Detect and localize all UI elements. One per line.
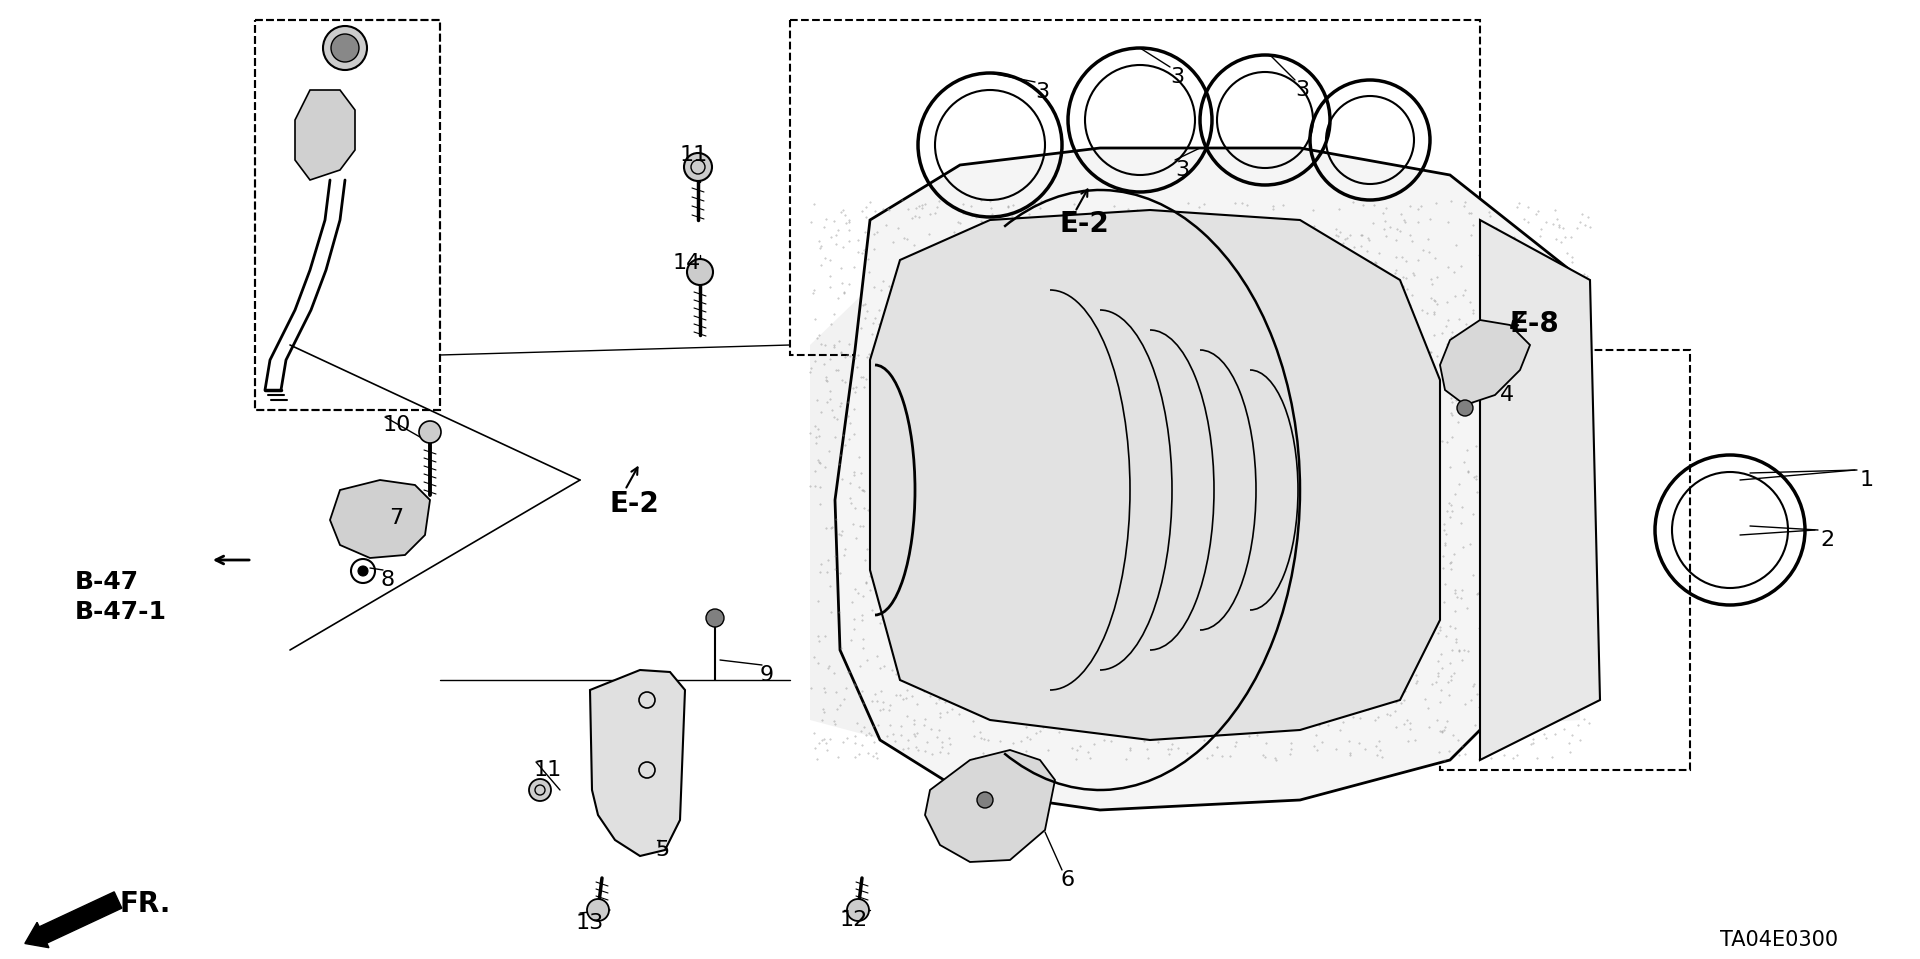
Text: 8: 8	[380, 570, 394, 590]
Ellipse shape	[1507, 388, 1563, 472]
Text: 9: 9	[760, 665, 774, 685]
Text: FR.: FR.	[119, 890, 171, 918]
FancyArrow shape	[25, 892, 121, 947]
Text: 3: 3	[1035, 82, 1048, 102]
Text: B-47-1: B-47-1	[75, 600, 167, 624]
Text: 7: 7	[390, 508, 403, 528]
Text: 1: 1	[1860, 470, 1874, 490]
Text: B-47: B-47	[75, 570, 138, 594]
Text: E-8: E-8	[1509, 310, 1559, 338]
Text: 2: 2	[1820, 530, 1834, 550]
Circle shape	[357, 566, 369, 576]
Text: 6: 6	[1060, 870, 1073, 890]
Ellipse shape	[1507, 268, 1563, 352]
Text: 3: 3	[1175, 160, 1188, 180]
Circle shape	[419, 421, 442, 443]
Polygon shape	[810, 200, 1580, 760]
Text: 11: 11	[534, 760, 563, 780]
Polygon shape	[1440, 320, 1530, 405]
Bar	[255, 20, 440, 410]
Circle shape	[687, 259, 712, 285]
Polygon shape	[330, 480, 430, 558]
Text: E-2: E-2	[1060, 210, 1110, 238]
Text: 14: 14	[674, 253, 701, 273]
Polygon shape	[870, 210, 1440, 740]
Polygon shape	[296, 90, 355, 180]
Text: 13: 13	[576, 913, 605, 933]
Circle shape	[323, 26, 367, 70]
Ellipse shape	[1507, 508, 1563, 592]
Text: 10: 10	[382, 415, 411, 435]
Polygon shape	[835, 148, 1580, 810]
Circle shape	[1457, 400, 1473, 416]
Text: 11: 11	[680, 145, 708, 165]
Circle shape	[977, 792, 993, 808]
Circle shape	[330, 34, 359, 62]
Bar	[255, 20, 440, 410]
Bar	[1440, 350, 1690, 770]
Text: 12: 12	[841, 910, 868, 930]
Bar	[789, 20, 1480, 355]
Text: TA04E0300: TA04E0300	[1720, 930, 1837, 950]
Circle shape	[588, 899, 609, 921]
Text: 4: 4	[1500, 385, 1515, 405]
Circle shape	[847, 899, 870, 921]
Circle shape	[707, 609, 724, 627]
Text: 3: 3	[1294, 80, 1309, 100]
Text: 3: 3	[1169, 67, 1185, 87]
Polygon shape	[1480, 220, 1599, 760]
Circle shape	[530, 779, 551, 801]
Circle shape	[684, 153, 712, 181]
Text: E-2: E-2	[611, 490, 660, 518]
Polygon shape	[925, 750, 1054, 862]
Text: 5: 5	[655, 840, 670, 860]
Ellipse shape	[1507, 628, 1563, 712]
Polygon shape	[589, 670, 685, 856]
